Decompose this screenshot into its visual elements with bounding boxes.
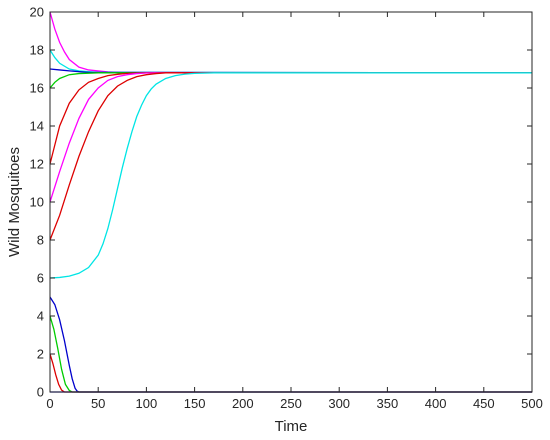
series-line-10 [49, 315, 532, 393]
x-tick-label-2: 100 [136, 396, 158, 411]
series-layer [49, 11, 533, 393]
x-tick-label-5: 250 [280, 396, 302, 411]
x-axis: 0 50 100 150 200 250 300 350 400 450 500 [46, 12, 543, 411]
y-axis-label: Wild Mosquitoes [6, 147, 23, 257]
y-tick-label-3: 6 [37, 271, 44, 286]
y-tick-label-10: 20 [30, 5, 44, 20]
x-tick-label-6: 300 [328, 396, 350, 411]
series-line-6 [49, 72, 532, 203]
series-line-5 [49, 72, 532, 165]
series-line-2 [49, 49, 533, 74]
y-axis: 0 2 4 6 8 10 12 14 16 18 20 [30, 5, 532, 400]
plot-frame [49, 11, 533, 393]
y-tick-label-4: 8 [37, 233, 44, 248]
series-line-11 [49, 353, 532, 393]
series-line-7 [49, 72, 532, 241]
y-tick-label-6: 12 [30, 157, 44, 172]
y-tick-label-5: 10 [30, 195, 44, 210]
series-line-8 [49, 72, 532, 279]
x-tick-label-1: 50 [91, 396, 105, 411]
x-tick-label-8: 400 [425, 396, 447, 411]
y-tick-label-9: 18 [30, 43, 44, 58]
x-tick-label-7: 350 [377, 396, 399, 411]
x-tick-label-3: 150 [184, 396, 206, 411]
y-tick-label-0: 0 [37, 385, 44, 400]
x-tick-label-9: 450 [473, 396, 495, 411]
y-tick-label-2: 4 [37, 309, 44, 324]
y-tick-label-1: 2 [37, 347, 44, 362]
x-tick-label-0: 0 [46, 396, 53, 411]
series-line-4 [49, 72, 532, 89]
series-line-9 [49, 296, 532, 393]
x-tick-label-4: 200 [232, 396, 254, 411]
x-axis-label: Time [275, 418, 308, 435]
y-tick-label-7: 14 [30, 119, 44, 134]
y-tick-label-8: 16 [30, 81, 44, 96]
x-tick-label-10: 500 [521, 396, 543, 411]
series-line-1 [49, 11, 532, 74]
